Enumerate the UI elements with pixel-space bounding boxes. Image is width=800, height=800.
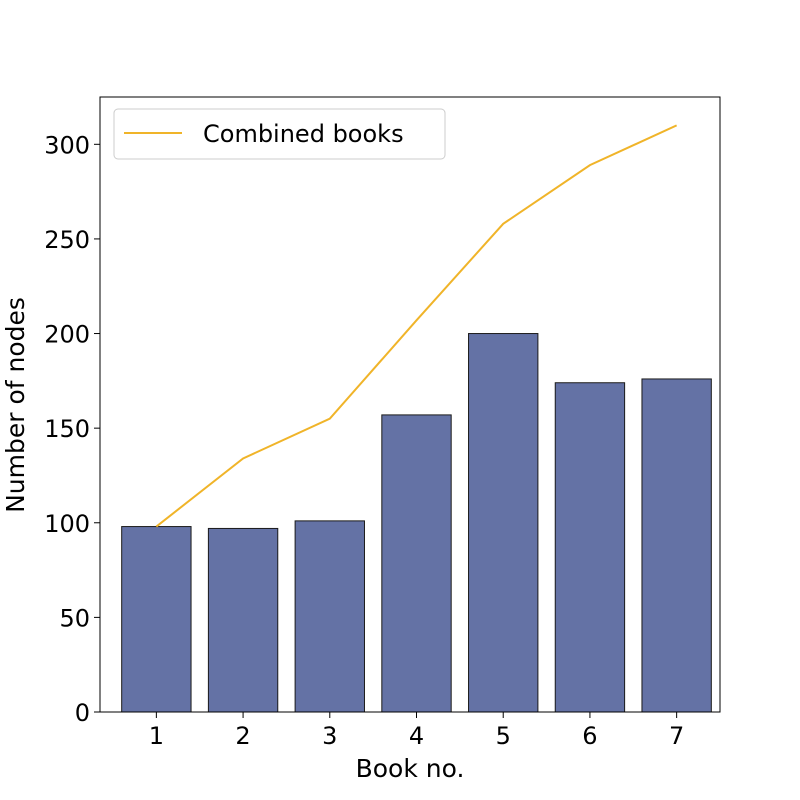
x-tick-label-4: 4 [409, 722, 424, 750]
x-tick-label-7: 7 [669, 722, 684, 750]
x-tick-label-6: 6 [582, 722, 597, 750]
y-tick-label-300: 300 [44, 131, 90, 159]
legend-label-combined-books: Combined books [203, 120, 404, 148]
x-axis-label: Book no. [356, 754, 465, 783]
y-tick-label-100: 100 [44, 510, 90, 538]
legend: Combined books [113, 108, 446, 160]
x-tick-label-2: 2 [235, 722, 250, 750]
y-axis-ticks: 0 50 100 150 200 250 300 [44, 131, 100, 727]
line-combined-books [155, 124, 678, 528]
x-axis-ticks: 1 2 3 4 5 6 7 [149, 712, 684, 750]
x-tick-label-5: 5 [496, 722, 511, 750]
x-tick-label-1: 1 [149, 722, 164, 750]
y-tick-label-150: 150 [44, 415, 90, 443]
bars-group [121, 333, 712, 713]
bar-book-1 [121, 526, 192, 713]
bar-book-6 [554, 382, 626, 713]
legend-box [113, 108, 446, 160]
plot-frame [99, 96, 721, 713]
bar-book-3 [294, 520, 365, 713]
bar-book-2 [207, 527, 279, 713]
y-tick-label-250: 250 [44, 226, 90, 254]
y-tick-label-0: 0 [75, 699, 90, 727]
line-layer [155, 124, 678, 528]
y-tick-label-50: 50 [59, 604, 90, 632]
bar-book-7 [641, 378, 712, 713]
y-axis-label: Number of nodes [1, 297, 30, 513]
y-tick-label-200: 200 [44, 321, 90, 349]
x-tick-label-3: 3 [322, 722, 337, 750]
bar-book-4 [381, 414, 452, 713]
bar-book-5 [468, 333, 539, 713]
